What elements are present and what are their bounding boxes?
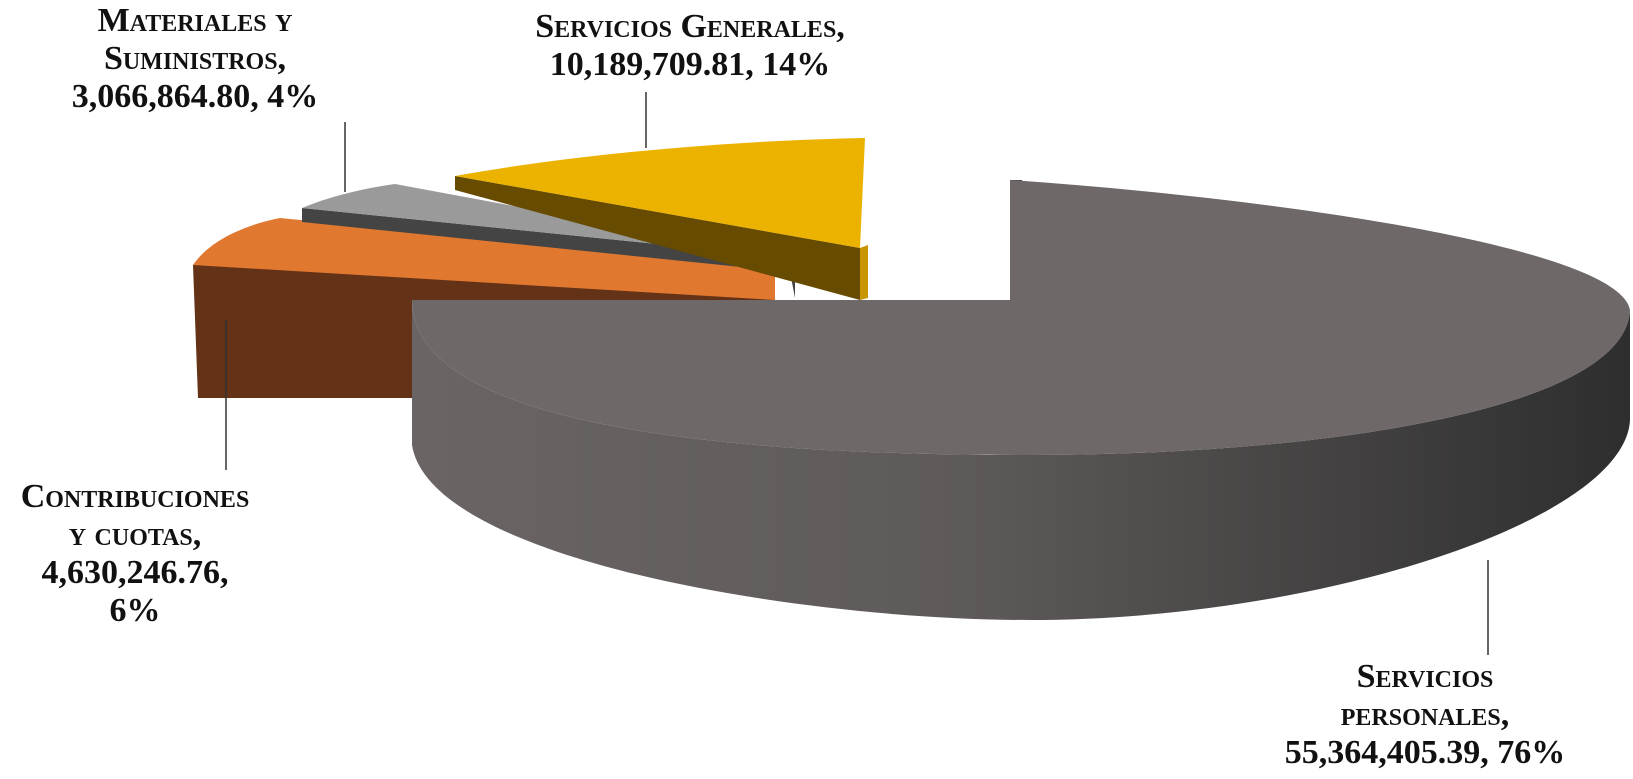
label-percent: 14% <box>762 46 831 83</box>
pie-slice-servicios-generales <box>455 138 868 300</box>
label-line: Materiales y <box>97 2 293 39</box>
data-label-contribuciones-y-cuotas: Contribuciones y cuotas, 4,630,246.76, 6… <box>5 478 265 630</box>
data-label-materiales-y-suministros: Materiales y Suministros, 3,066,864.80, … <box>30 2 360 116</box>
data-label-servicios-personales: Servicios personales, 55,364,405.39, 76% <box>1255 658 1595 772</box>
label-percent: 76% <box>1497 734 1566 771</box>
leader-lines <box>225 92 1489 655</box>
label-line: Servicios <box>1356 658 1494 695</box>
pie-slice-contribuciones-y-cuotas <box>193 218 775 398</box>
label-percent: 4% <box>267 78 319 115</box>
label-value-percent: 10,189,709.81, 14% <box>549 46 831 83</box>
label-value: 4,630,246.76, <box>41 554 229 591</box>
label-line: Contribuciones <box>20 478 250 515</box>
label-line: personales, <box>1340 696 1510 733</box>
label-value: 55,364,405.39 <box>1284 734 1481 771</box>
data-label-servicios-generales: Servicios Generales, 10,189,709.81, 14% <box>500 8 880 84</box>
label-value: 10,189,709.81 <box>549 46 746 83</box>
label-percent: 6% <box>109 592 161 629</box>
label-line: Servicios Generales, <box>535 8 845 45</box>
label-value-percent: 55,364,405.39, 76% <box>1284 734 1566 771</box>
label-value: 3,066,864.80 <box>71 78 251 115</box>
label-line: y cuotas, <box>68 516 202 553</box>
pie-slice-servicios-personales <box>412 180 1630 620</box>
label-line: Suministros, <box>103 40 287 77</box>
label-value-percent: 3,066,864.80, 4% <box>71 78 319 115</box>
